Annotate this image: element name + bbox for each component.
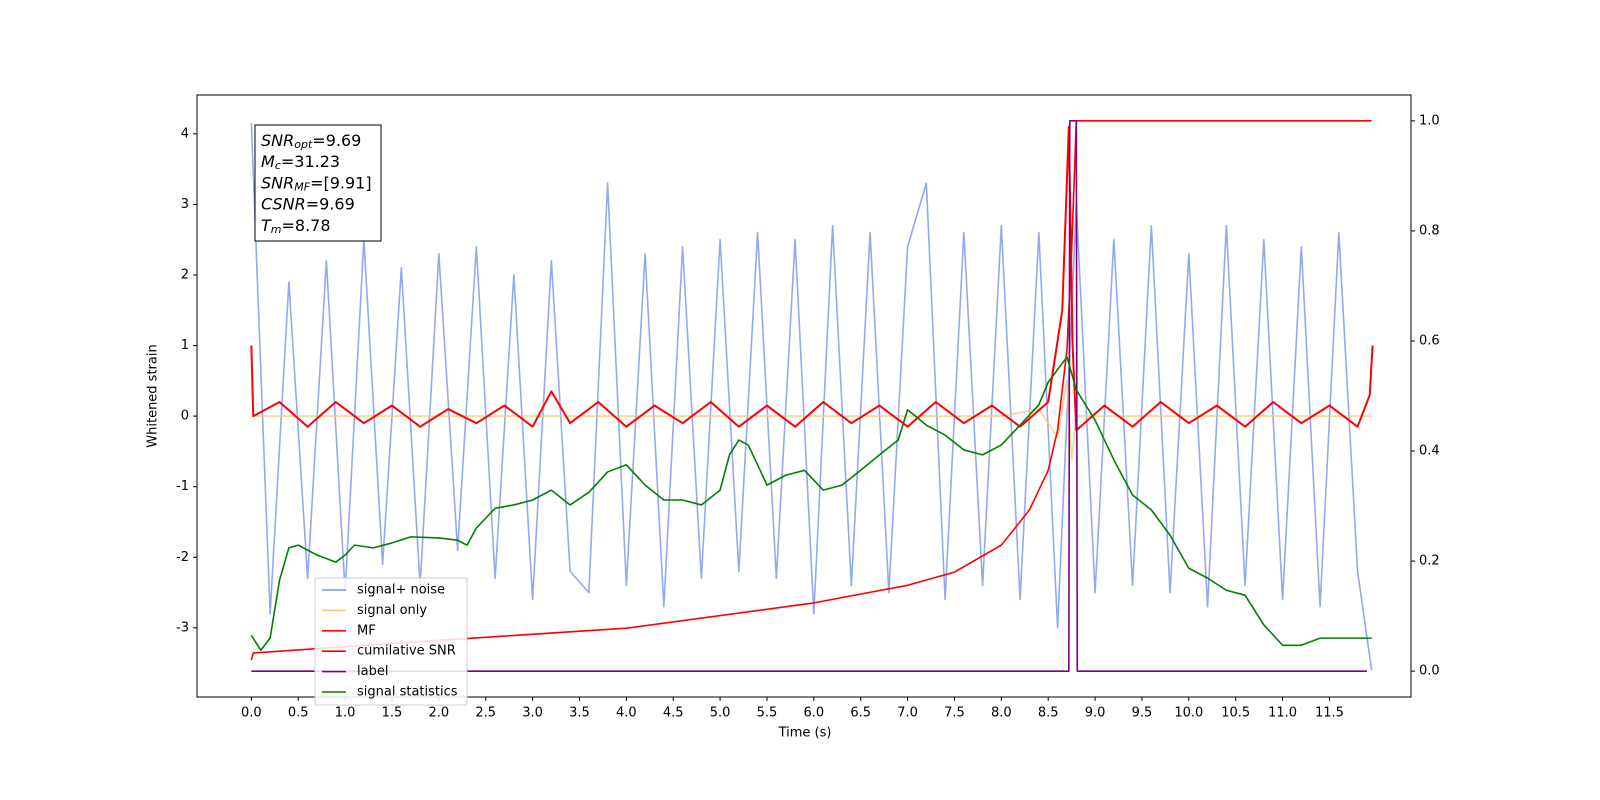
legend-label: signal only (357, 603, 427, 618)
y-tick-label: 2 (181, 267, 189, 282)
annotation-symbol: M (261, 152, 275, 171)
y2-tick-label: 1.0 (1419, 113, 1440, 128)
x-tick-label: 4.0 (616, 706, 637, 721)
annotation-text: Tm=8.78 (261, 215, 331, 236)
x-tick-label: 8.0 (991, 706, 1012, 721)
annotation-subscript: c (275, 159, 281, 172)
x-tick-label: 6.0 (803, 706, 824, 721)
x-tick-label: 11.5 (1315, 706, 1344, 721)
x-axis-label: Time (s) (778, 726, 832, 741)
legend-box (314, 577, 468, 706)
legend-label: MF (357, 623, 376, 638)
annotation-text: SNRopt=9.69 (261, 131, 361, 152)
x-tick-label: 4.5 (663, 706, 684, 721)
y-tick-label: 4 (181, 126, 189, 141)
y-tick-label: -3 (176, 620, 189, 635)
x-tick-label: 10.0 (1174, 706, 1203, 721)
series-line (250, 123, 1373, 671)
y-tick-label: 1 (181, 338, 189, 353)
x-tick-label: 7.5 (944, 706, 965, 721)
series-line (251, 380, 1372, 460)
y-tick-label: 3 (181, 197, 189, 212)
x-tick-label: 8.5 (1038, 706, 1059, 721)
y-tick-label: 0 (181, 409, 189, 424)
annotation-box (254, 124, 382, 242)
annotation-text: SNRMF=[9.91] (261, 173, 372, 194)
annotation-text: Mc=31.23 (261, 152, 340, 173)
y2-tick-label: 0.4 (1419, 444, 1440, 459)
x-tick-label: 7.0 (897, 706, 918, 721)
legend-label: cumilative SNR (357, 644, 456, 659)
x-tick-label: 11.0 (1268, 706, 1297, 721)
annotation-text: CSNR=9.69 (261, 194, 355, 213)
y-tick-label: -2 (176, 550, 189, 565)
annotation-symbol: T (261, 215, 272, 234)
annotation-subscript: opt (294, 138, 313, 151)
x-tick-label: 2.5 (475, 706, 496, 721)
x-tick-label: 10.5 (1221, 706, 1250, 721)
legend-label: label (357, 664, 388, 679)
y2-tick-label: 0.6 (1419, 333, 1440, 348)
y2-tick-label: 0.2 (1419, 554, 1440, 569)
x-tick-label: 3.5 (569, 706, 590, 721)
annotation-value: =31.23 (281, 152, 340, 171)
x-tick-label: 5.5 (757, 706, 778, 721)
annotation-symbol: SNR (261, 131, 294, 150)
axes-frame (196, 94, 1412, 698)
x-tick-label: 2.0 (429, 706, 450, 721)
x-tick-label: 6.5 (850, 706, 871, 721)
x-tick-label: 5.0 (710, 706, 731, 721)
x-tick-label: 1.0 (335, 706, 356, 721)
x-tick-label: 9.0 (1085, 706, 1106, 721)
plot-area (250, 120, 1374, 672)
x-tick-label: 0.5 (288, 706, 309, 721)
y-tick-label: -1 (176, 479, 189, 494)
annotation-value: =[9.91] (310, 173, 372, 192)
annotation-symbol: CSNR (261, 194, 306, 213)
series-line (250, 356, 1372, 652)
annotation-symbol: SNR (261, 173, 294, 192)
y-axis-label: Whitened strain (146, 344, 161, 447)
series-line (251, 120, 1367, 672)
y2-tick-label: 0.8 (1419, 223, 1440, 238)
annotation-subscript: m (271, 223, 282, 236)
annotation-value: =9.69 (312, 131, 361, 150)
annotation-value: =9.69 (306, 194, 355, 213)
annotation-subscript: MF (294, 180, 310, 193)
series-line (250, 125, 1374, 432)
x-tick-label: 0.0 (241, 706, 262, 721)
x-tick-label: 1.5 (382, 706, 403, 721)
legend-label: signal statistics (357, 685, 458, 700)
y2-tick-label: 0.0 (1419, 664, 1440, 679)
x-tick-label: 3.0 (522, 706, 543, 721)
annotation-value: =8.78 (282, 215, 331, 234)
legend-label: signal+ noise (357, 583, 445, 598)
x-tick-label: 9.5 (1132, 706, 1153, 721)
